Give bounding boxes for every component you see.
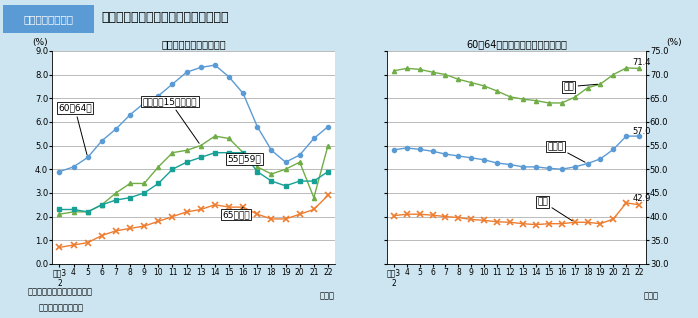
Text: 年齢階級別にみた完全失業率、就業率: 年齢階級別にみた完全失業率、就業率: [101, 11, 229, 24]
Text: 図１－２－４－７: 図１－２－４－７: [24, 14, 74, 24]
Text: (%): (%): [33, 38, 48, 47]
Text: 55～59歳: 55～59歳: [228, 153, 261, 164]
Text: （年）: （年）: [644, 291, 659, 300]
Text: 71.4: 71.4: [632, 58, 651, 67]
Text: 42.9: 42.9: [632, 194, 651, 204]
Text: 全年齢（15歳以上）: 全年齢（15歳以上）: [143, 97, 199, 143]
Text: 65歳以上: 65歳以上: [222, 207, 250, 219]
Text: （注）年平均の値。: （注）年平均の値。: [38, 304, 83, 313]
Text: 男女計: 男女計: [547, 142, 585, 162]
Text: （年）: （年）: [320, 291, 335, 300]
Text: 60～64歳: 60～64歳: [58, 104, 91, 155]
Text: 男性: 男性: [563, 82, 597, 91]
Text: 女性: 女性: [537, 197, 572, 221]
Title: 60～64歳の就業率推移（男女別）: 60～64歳の就業率推移（男女別）: [466, 39, 567, 49]
Text: 資料：総務省「労働力調査」: 資料：総務省「労働力調査」: [28, 288, 93, 297]
Text: (%): (%): [667, 38, 682, 47]
Title: 年齢階層別　完全失業率: 年齢階層別 完全失業率: [161, 39, 226, 49]
Text: 57.0: 57.0: [632, 127, 651, 136]
